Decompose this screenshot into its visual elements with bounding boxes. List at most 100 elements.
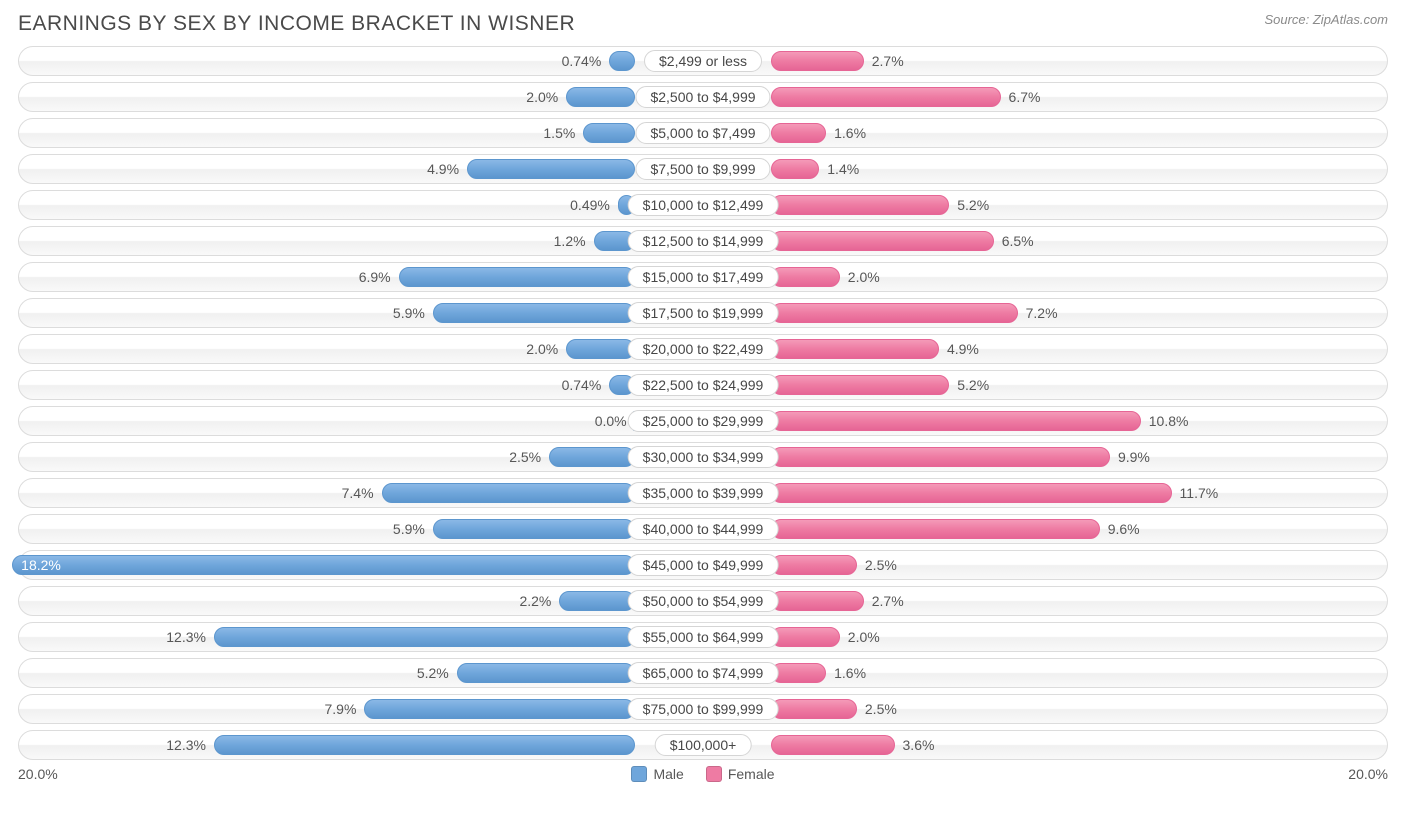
chart-row: 2.0%6.7%$2,500 to $4,999 [18, 82, 1388, 112]
female-bar [771, 411, 1140, 431]
chart-row: 5.9%7.2%$17,500 to $19,999 [18, 298, 1388, 328]
male-value: 0.49% [570, 197, 610, 213]
female-bar [771, 447, 1110, 467]
chart-row: 0.0%10.8%$25,000 to $29,999 [18, 406, 1388, 436]
chart-row: 5.2% 1.6% $65,000 to $74,999 [18, 658, 1388, 688]
male-value: 1.5% [543, 125, 575, 141]
female-bar [771, 735, 894, 755]
female-value: 1.6% [834, 665, 866, 681]
female-bar [771, 555, 857, 575]
category-label: $75,000 to $99,999 [628, 698, 779, 720]
male-bar [214, 627, 635, 647]
category-label: $5,000 to $7,499 [635, 122, 770, 144]
female-value: 5.2% [957, 377, 989, 393]
male-bar [433, 519, 635, 539]
category-label: $50,000 to $54,999 [628, 590, 779, 612]
female-bar [771, 375, 949, 395]
category-label: $35,000 to $39,999 [628, 482, 779, 504]
male-bar [566, 339, 634, 359]
male-value: 1.2% [554, 233, 586, 249]
category-label: $25,000 to $29,999 [628, 410, 779, 432]
male-value: 2.2% [519, 593, 551, 609]
category-label: $100,000+ [655, 734, 752, 756]
female-value: 2.5% [865, 557, 897, 573]
male-bar [559, 591, 634, 611]
male-bar [467, 159, 635, 179]
female-value: 2.7% [872, 53, 904, 69]
chart-row: 1.5% 1.6% $5,000 to $7,499 [18, 118, 1388, 148]
male-value: 12.3% [166, 629, 206, 645]
female-value: 5.2% [957, 197, 989, 213]
female-value: 10.8% [1149, 413, 1189, 429]
category-label: $20,000 to $22,499 [628, 338, 779, 360]
chart-row: 12.3%3.6%$100,000+ [18, 730, 1388, 760]
chart-row: 2.5%9.9%$30,000 to $34,999 [18, 442, 1388, 472]
male-bar [382, 483, 635, 503]
chart-row: 6.9%2.0%$15,000 to $17,499 [18, 262, 1388, 292]
chart-row: 0.49% 5.2% $10,000 to $12,499 [18, 190, 1388, 220]
female-value: 1.6% [834, 125, 866, 141]
legend-male-label: Male [653, 766, 683, 782]
male-value: 7.9% [325, 701, 357, 717]
female-bar [771, 483, 1171, 503]
category-label: $2,499 or less [644, 50, 762, 72]
female-bar [771, 123, 826, 143]
legend-male: Male [631, 766, 683, 782]
male-value: 7.4% [342, 485, 374, 501]
female-bar [771, 591, 863, 611]
category-label: $15,000 to $17,499 [628, 266, 779, 288]
category-label: $2,500 to $4,999 [635, 86, 770, 108]
chart-row: 12.3% 2.0% $55,000 to $64,999 [18, 622, 1388, 652]
male-value: 2.5% [509, 449, 541, 465]
diverging-bar-chart: 0.74% 2.7% $2,499 or less 2.0%6.7%$2,500 to… [18, 46, 1388, 760]
male-bar [214, 735, 635, 755]
category-label: $45,000 to $49,999 [628, 554, 779, 576]
female-bar [771, 303, 1017, 323]
male-bar [566, 87, 634, 107]
male-bar [609, 51, 634, 71]
female-bar [771, 87, 1000, 107]
chart-row: 4.9%1.4%$7,500 to $9,999 [18, 154, 1388, 184]
male-value: 5.9% [393, 521, 425, 537]
female-swatch [706, 766, 722, 782]
category-label: $55,000 to $64,999 [628, 626, 779, 648]
category-label: $65,000 to $74,999 [628, 662, 779, 684]
chart-source: Source: ZipAtlas.com [1264, 12, 1388, 27]
female-bar [771, 339, 939, 359]
female-bar [771, 159, 819, 179]
chart-row: 0.74% 2.7% $2,499 or less [18, 46, 1388, 76]
male-bar [549, 447, 635, 467]
chart-row: 2.2%2.7%$50,000 to $54,999 [18, 586, 1388, 616]
female-value: 2.0% [848, 629, 880, 645]
category-label: $30,000 to $34,999 [628, 446, 779, 468]
chart-row: 18.2% 2.5% $45,000 to $49,999 [18, 550, 1388, 580]
female-value: 9.6% [1108, 521, 1140, 537]
male-value: 4.9% [427, 161, 459, 177]
chart-row: 7.9%2.5%$75,000 to $99,999 [18, 694, 1388, 724]
male-bar [433, 303, 635, 323]
female-value: 4.9% [947, 341, 979, 357]
male-value: 0.74% [562, 377, 602, 393]
male-value: 0.74% [562, 53, 602, 69]
chart-row: 2.0%4.9%$20,000 to $22,499 [18, 334, 1388, 364]
male-bar [583, 123, 634, 143]
male-bar: 18.2% [12, 555, 634, 575]
male-value: 5.2% [417, 665, 449, 681]
chart-row: 1.2%6.5%$12,500 to $14,999 [18, 226, 1388, 256]
category-label: $17,500 to $19,999 [628, 302, 779, 324]
male-bar [457, 663, 635, 683]
female-bar [771, 627, 839, 647]
male-swatch [631, 766, 647, 782]
female-bar [771, 51, 863, 71]
legend-female: Female [706, 766, 775, 782]
category-label: $40,000 to $44,999 [628, 518, 779, 540]
female-bar [771, 663, 826, 683]
category-label: $10,000 to $12,499 [628, 194, 779, 216]
chart-row: 7.4%11.7%$35,000 to $39,999 [18, 478, 1388, 508]
chart-row: 5.9% 9.6% $40,000 to $44,999 [18, 514, 1388, 544]
category-label: $22,500 to $24,999 [628, 374, 779, 396]
female-value: 6.5% [1002, 233, 1034, 249]
male-value: 18.2% [21, 557, 61, 573]
legend: Male Female [631, 766, 774, 782]
female-bar [771, 699, 857, 719]
